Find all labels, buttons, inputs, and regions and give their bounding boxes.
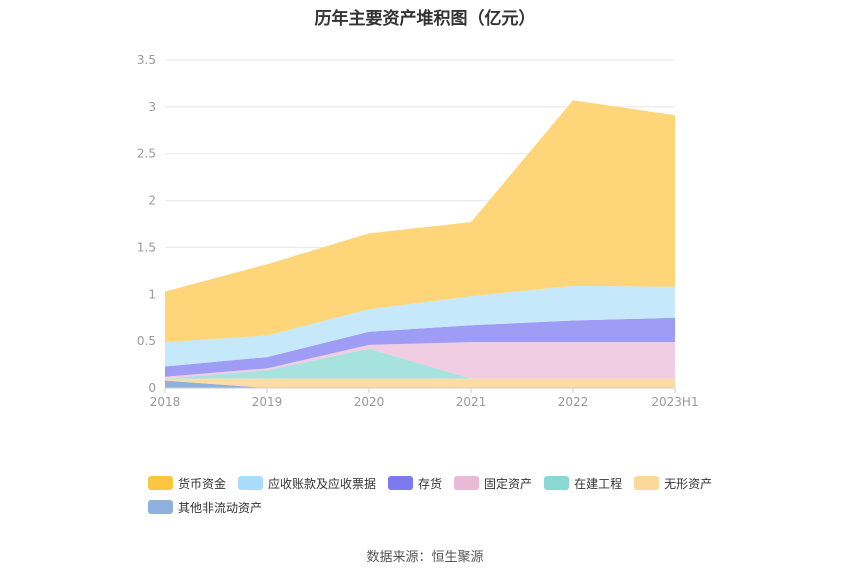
- legend-label: 无形资产: [664, 476, 713, 491]
- area-series: [165, 348, 675, 379]
- y-tick-label: 0: [148, 381, 156, 395]
- legend-item-other-noncurrent[interactable]: 其他非流动资产: [148, 499, 262, 516]
- legend-swatch: [544, 476, 570, 490]
- legend-row-1: 货币资金 应收账款及应收票据 存货 固定资产 在建工程 无形资产: [148, 472, 748, 494]
- legend-swatch: [238, 476, 264, 490]
- y-tick-label: 3.5: [137, 53, 156, 67]
- legend-label: 固定资产: [484, 476, 533, 491]
- x-tick-label: 2018: [150, 395, 181, 409]
- legend-swatch: [148, 500, 173, 514]
- legend-item-fixed-assets[interactable]: 固定资产: [454, 475, 532, 492]
- area-series: [165, 100, 675, 343]
- legend-item-cash[interactable]: 货币资金: [148, 475, 226, 492]
- x-tick-label: 2022: [558, 395, 589, 409]
- legend: 货币资金 应收账款及应收票据 存货 固定资产 在建工程 无形资产 其他非流动资产: [148, 472, 748, 520]
- legend-item-receivables[interactable]: 应收账款及应收票据: [238, 475, 376, 492]
- chart-title: 历年主要资产堆积图（亿元）: [314, 9, 536, 29]
- area-series: [165, 378, 675, 388]
- area-series: [165, 342, 675, 379]
- legend-label: 其他非流动资产: [178, 500, 263, 515]
- legend-item-inventory[interactable]: 存货: [388, 475, 442, 492]
- data-source: 数据来源：恒生聚源: [366, 550, 484, 565]
- y-tick-label: 1: [148, 287, 156, 301]
- area-series: [165, 317, 675, 377]
- legend-swatch: [454, 476, 480, 490]
- y-tick-label: 1.5: [137, 240, 156, 254]
- legend-swatch: [634, 476, 660, 490]
- x-tick-label: 2023H1: [651, 395, 698, 409]
- area-series: [165, 380, 675, 388]
- x-tick-label: 2019: [252, 395, 283, 409]
- legend-swatch: [148, 476, 173, 490]
- y-tick-label: 2.5: [137, 147, 156, 161]
- legend-label: 在建工程: [574, 476, 623, 491]
- x-tick-label: 2020: [354, 395, 385, 409]
- legend-row-2: 其他非流动资产: [148, 496, 748, 518]
- legend-label: 存货: [418, 476, 443, 491]
- legend-label: 应收账款及应收票据: [268, 476, 377, 491]
- legend-label: 货币资金: [178, 476, 227, 491]
- x-tick-label: 2021: [456, 395, 487, 409]
- legend-swatch: [388, 476, 414, 490]
- y-tick-label: 3: [148, 100, 156, 114]
- legend-item-construction[interactable]: 在建工程: [544, 475, 622, 492]
- y-tick-label: 2: [148, 194, 156, 208]
- area-series: [165, 285, 675, 367]
- y-tick-label: 0.5: [137, 334, 156, 348]
- legend-item-intangible[interactable]: 无形资产: [634, 475, 712, 492]
